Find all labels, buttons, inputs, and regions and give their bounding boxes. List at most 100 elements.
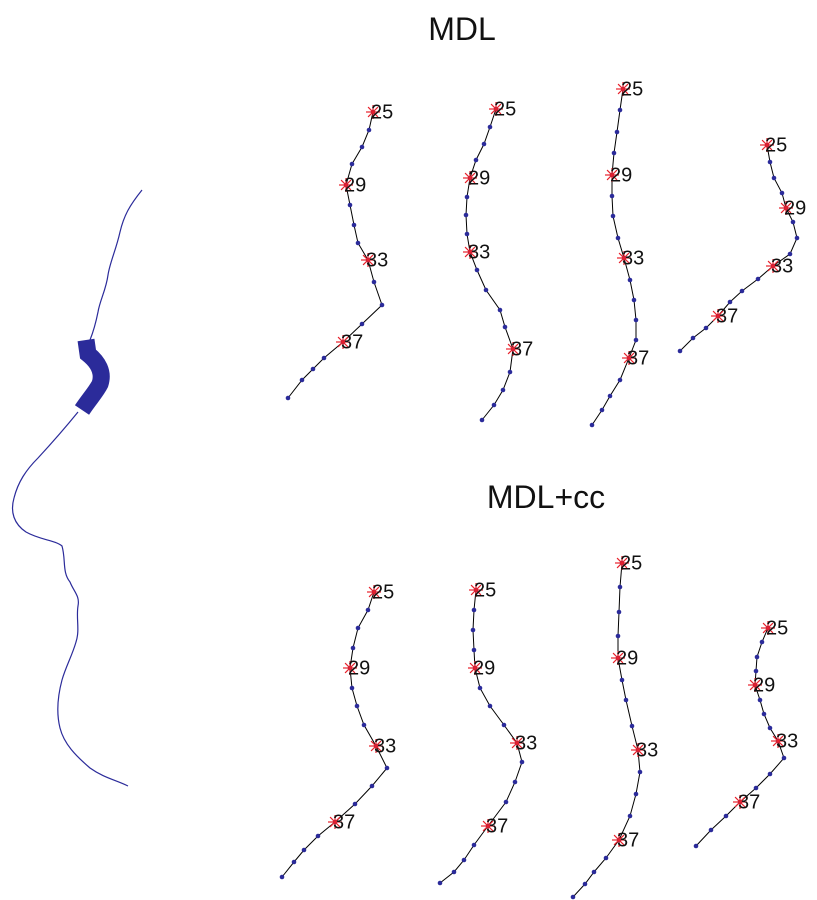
point (617, 107, 623, 113)
landmark-star (490, 103, 502, 115)
point (615, 633, 621, 639)
point (279, 874, 285, 880)
point (794, 235, 800, 241)
landmark-star (623, 352, 635, 364)
landmark-label: 37 (486, 815, 508, 837)
point (591, 869, 597, 875)
point (619, 677, 625, 683)
point (473, 157, 479, 163)
landmark-star (482, 820, 494, 832)
point (761, 711, 767, 717)
point (471, 842, 477, 848)
point (500, 387, 506, 393)
landmark-label: 25 (766, 617, 788, 639)
point (501, 722, 507, 728)
point (349, 161, 355, 167)
landmark-star (367, 106, 379, 118)
point (291, 859, 297, 865)
landmark-star (632, 744, 644, 756)
landmark-label: 25 (474, 579, 496, 601)
point (609, 193, 615, 199)
point (451, 869, 457, 875)
point (603, 855, 609, 861)
point (354, 703, 360, 709)
landmark-label: 33 (374, 735, 396, 757)
landmark-star (761, 139, 773, 151)
point (355, 240, 361, 246)
face-highlight (74, 338, 110, 415)
point (366, 127, 372, 133)
landmark-label: 29 (610, 164, 632, 186)
point (607, 393, 613, 399)
landmark-label: 37 (511, 338, 533, 360)
landmark-star (464, 246, 476, 258)
landmark-label: 37 (341, 331, 363, 353)
landmark-label: 25 (371, 101, 393, 123)
point (481, 141, 487, 147)
landmark-star (734, 796, 746, 808)
point (379, 302, 385, 308)
point (631, 297, 637, 303)
landmark-label: 25 (765, 134, 787, 156)
point (471, 607, 477, 613)
point (352, 801, 358, 807)
point (361, 722, 367, 728)
outline (439, 589, 523, 884)
point (301, 847, 307, 853)
point (285, 395, 291, 401)
landmark-label: 25 (620, 552, 642, 574)
point (759, 639, 765, 645)
landmark-label: 29 (784, 197, 806, 219)
point (464, 231, 470, 237)
section-title: MDL (428, 11, 496, 47)
point (757, 697, 763, 703)
point (355, 625, 361, 631)
landmark-label: 33 (622, 247, 644, 269)
landmark-star (772, 735, 784, 747)
point (637, 769, 643, 775)
point (477, 685, 483, 691)
point (359, 321, 365, 327)
point (570, 894, 576, 900)
point (767, 725, 773, 731)
landmark-star (618, 252, 630, 264)
landmark-star (368, 586, 380, 598)
landmark-star (617, 83, 629, 95)
point (384, 765, 390, 771)
point (771, 175, 777, 181)
point (723, 813, 729, 819)
point (487, 124, 493, 130)
point (787, 251, 793, 257)
landmark-label: 29 (344, 174, 366, 196)
point (599, 407, 605, 413)
landmark-label: 25 (372, 581, 394, 603)
outline (591, 88, 637, 426)
landmark-star (613, 834, 625, 846)
point (610, 213, 616, 219)
landmark-star (511, 737, 523, 749)
landmark-star (712, 310, 724, 322)
point (519, 759, 525, 765)
point (437, 880, 443, 886)
landmark-star (329, 816, 341, 828)
point (347, 202, 353, 208)
point (350, 645, 356, 651)
landmark-label: 37 (627, 347, 649, 369)
point (633, 791, 639, 797)
point (487, 703, 493, 709)
point (633, 317, 639, 323)
point (779, 190, 785, 196)
point (616, 609, 622, 615)
point (627, 277, 633, 283)
landmark-star (469, 662, 481, 674)
landmark-star (344, 662, 356, 674)
point (767, 771, 773, 777)
landmark-label: 29 (753, 674, 775, 696)
point (321, 355, 327, 361)
point (629, 723, 635, 729)
landmark-label: 29 (473, 657, 495, 679)
point (627, 813, 633, 819)
landmark-star (780, 202, 792, 214)
landmark-star (762, 622, 774, 634)
point (349, 685, 355, 691)
